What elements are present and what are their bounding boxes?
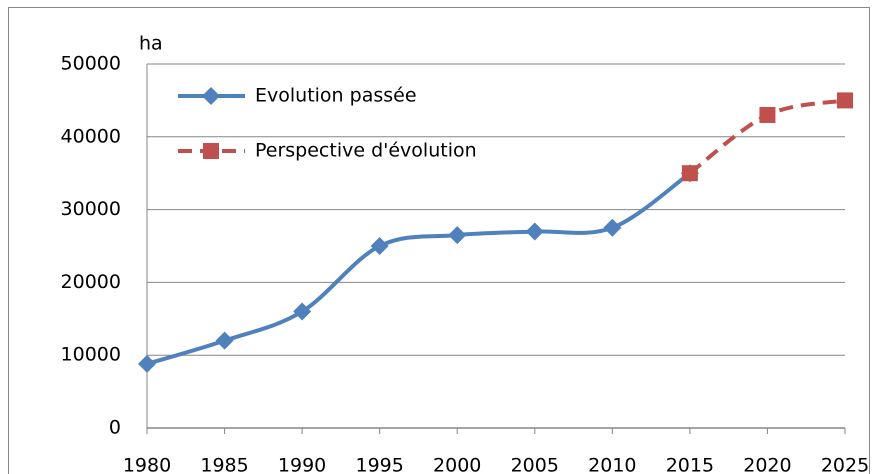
legend-label: Evolution passée <box>255 85 417 107</box>
y-tick-label: 30000 <box>61 198 121 220</box>
x-tick-label: 2005 <box>511 455 559 474</box>
marker <box>203 143 219 159</box>
y-tick-label: 40000 <box>61 125 121 147</box>
x-tick-label: 1995 <box>355 455 403 474</box>
x-tick-label: 2020 <box>743 455 791 474</box>
y-axis-label: ha <box>139 33 163 55</box>
x-tick-label: 2025 <box>821 455 869 474</box>
marker <box>138 354 156 373</box>
marker <box>759 106 776 123</box>
legend-label: Perspective d'évolution <box>255 140 477 162</box>
x-tick-label: 2000 <box>433 455 481 474</box>
marker <box>215 331 234 350</box>
marker <box>837 92 853 109</box>
series-line <box>146 171 692 366</box>
x-tick-label: 1985 <box>200 455 248 474</box>
chart-frame <box>8 7 870 474</box>
x-tick-label: 2015 <box>666 455 714 474</box>
marker <box>603 218 622 237</box>
marker <box>370 237 389 255</box>
y-tick-label: 10000 <box>61 344 121 366</box>
y-tick-label: 50000 <box>61 53 121 75</box>
y-tick-label: 0 <box>109 417 121 439</box>
marker <box>202 87 220 105</box>
x-tick-label: 1980 <box>123 455 171 474</box>
marker <box>293 302 312 321</box>
marker <box>448 226 467 245</box>
x-tick-label: 2010 <box>588 455 636 474</box>
marker <box>681 165 698 182</box>
y-tick-label: 20000 <box>61 271 121 293</box>
x-tick-label: 1990 <box>278 455 326 474</box>
marker <box>525 222 544 241</box>
